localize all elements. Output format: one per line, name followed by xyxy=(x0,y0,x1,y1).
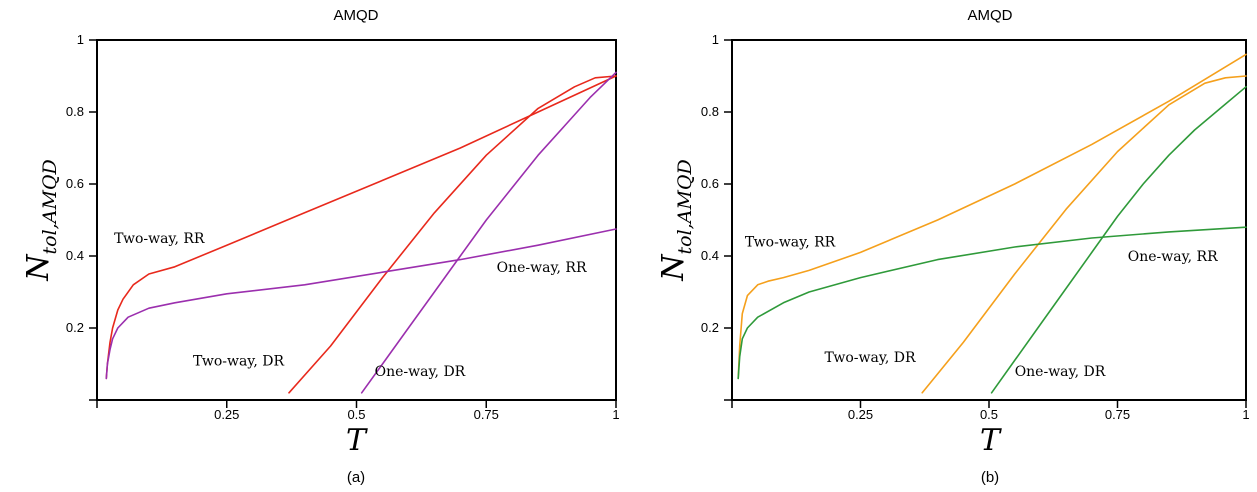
panel-a-series-line-2 xyxy=(288,75,617,394)
panel-a-y-tick-label: 0.6 xyxy=(66,176,84,191)
panel-b-y-tick-label: 0.8 xyxy=(701,104,719,119)
panel-b-series-line-3 xyxy=(737,226,1247,380)
panel-a-series-annotation: One-way, RR xyxy=(497,260,587,276)
panel-a-y-axis-label-main: N xyxy=(21,253,56,282)
panel-b-chart: AMQD 0.25 0.5 0.75 1 0.2 0.4 0.6 0.8 1 Two-way, RR… xyxy=(656,7,1250,486)
panel-a-series-annotation: Two-way, DR xyxy=(193,353,284,369)
panel-a-x-tick-label: 1 xyxy=(612,407,619,422)
panel-a-x-tick-label: 0.75 xyxy=(474,407,499,422)
panel-b-x-tick-label: 0.5 xyxy=(980,407,998,422)
panel-a-y-tick-label: 1 xyxy=(77,32,84,47)
panel-b-y-axis-label-subscript: tol,AMQD xyxy=(674,159,696,254)
panel-b-y-tick-label: 1 xyxy=(712,32,719,47)
panel-b-x-tick-label: 0.75 xyxy=(1105,407,1130,422)
panel-a-y-axis-label-subscript: tol,AMQD xyxy=(39,159,61,254)
panel-a-series-annotation: Two-way, RR xyxy=(114,231,205,247)
panel-a-chart: AMQD 0.25 0.5 0.75 1 0.2 0.4 0.6 0.8 1 Two-way, RR… xyxy=(21,7,620,486)
panel-b-series-line-1 xyxy=(737,53,1247,380)
panel-a-y-tick-label: 0.4 xyxy=(66,248,84,263)
panel-b-x-tick-label: 1 xyxy=(1242,407,1249,422)
panel-a-x-tick-label: 0.25 xyxy=(214,407,239,422)
panel-b-series-annotation: One-way, RR xyxy=(1128,249,1218,265)
panel-b-caption: (b) xyxy=(981,469,999,486)
panel-b-series-line-4 xyxy=(990,86,1247,394)
panel-a-title: AMQD xyxy=(334,7,379,24)
panel-b-series-annotation: Two-way, DR xyxy=(825,350,916,366)
panel-a-y-axis-label: Ntol,AMQD xyxy=(21,159,61,281)
panel-b-y-axis-label: Ntol,AMQD xyxy=(656,159,696,281)
panel-b-y-axis-label-main: N xyxy=(656,253,691,282)
panel-a-series-line-4 xyxy=(360,71,617,394)
panel-b-x-axis-label: T xyxy=(980,423,1002,458)
panel-b-y-tick-label: 0.2 xyxy=(701,320,719,335)
panel-a-caption: (a) xyxy=(347,469,365,486)
panel-b-title: AMQD xyxy=(968,7,1013,24)
panel-a-y-tick-label: 0.2 xyxy=(66,320,84,335)
panel-a-series-line-3 xyxy=(105,228,617,380)
panel-a-plot-frame xyxy=(96,39,617,401)
panel-b-series-line-2 xyxy=(921,75,1247,394)
panel-a-x-tick-label: 0.5 xyxy=(347,407,365,422)
panel-b-plot-frame xyxy=(731,39,1247,401)
panel-a-x-axis-label: T xyxy=(346,423,368,458)
panel-b-x-tick-label: 0.25 xyxy=(848,407,873,422)
panel-b-series-annotation: Two-way, RR xyxy=(745,235,836,251)
panel-b-y-tick-label: 0.4 xyxy=(701,248,719,263)
panel-a-y-tick-label: 0.8 xyxy=(66,104,84,119)
panel-a-series-annotation: One-way, DR xyxy=(375,364,466,380)
panel-b-series-annotation: One-way, DR xyxy=(1015,364,1106,380)
panel-a-series-line-1 xyxy=(105,75,617,380)
panel-b-y-tick-label: 0.6 xyxy=(701,176,719,191)
